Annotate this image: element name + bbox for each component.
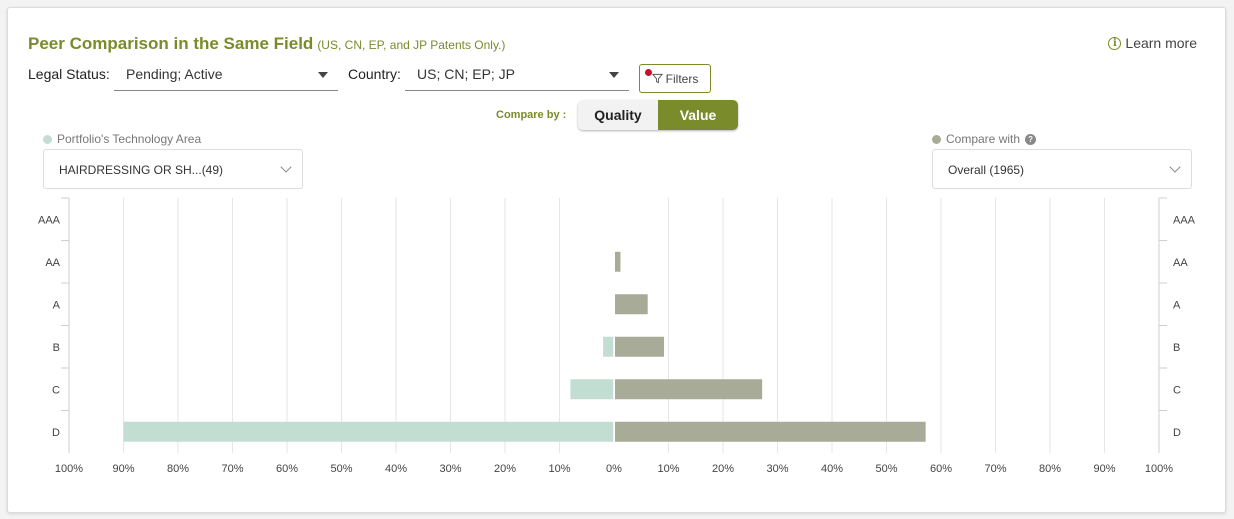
portfolio-legend-dot	[43, 134, 52, 144]
title-subtitle: (US, CN, EP, and JP Patents Only.)	[317, 38, 506, 52]
x-tick-label: 20%	[494, 463, 516, 475]
filter-icon	[651, 73, 663, 84]
bar-overall	[615, 379, 763, 400]
country-value: US; CN; EP; JP	[417, 66, 516, 82]
portfolio-legend-label: Portfolio's Technology Area	[57, 132, 202, 146]
y-tick-label-right: B	[1173, 342, 1180, 354]
compare-with-legend-dot	[932, 134, 941, 144]
x-tick-label: 0%	[606, 463, 622, 475]
diverging-bar-chart: 100% 90% 80% 70% 60% 50% 40% 30% 20% 10% 0% 10% 20% 3…	[38, 197, 1196, 475]
x-tick-label: 60%	[930, 463, 952, 475]
bar-overall	[615, 294, 648, 315]
y-tick-label-right: C	[1173, 384, 1181, 396]
country-label: Country:	[348, 66, 401, 82]
technology-area-value: HAIRDRESSING OR SH...(49)	[59, 163, 224, 177]
page-title: Peer Comparison in the Same Field (US, CN…	[28, 34, 505, 54]
active-filter-dot	[645, 69, 652, 76]
compare-with-legend: Compare with ?	[932, 132, 1037, 146]
x-tick-label: 10%	[548, 463, 570, 475]
info-icon: i	[1108, 36, 1122, 50]
help-icon[interactable]: ?	[1025, 133, 1037, 145]
compare-by-label: Compare by :	[496, 109, 567, 121]
portfolio-legend: Portfolio's Technology Area	[43, 132, 201, 146]
compare-value-option[interactable]: Value	[658, 100, 738, 130]
x-tick-label: 70%	[221, 463, 243, 475]
y-tick-label-left: AAA	[38, 214, 61, 226]
x-tick-label: 50%	[330, 463, 352, 475]
compare-with-label: Compare with	[946, 132, 1021, 146]
bar-overall	[615, 336, 665, 357]
bar-portfolio	[123, 421, 614, 442]
bar-overall	[615, 251, 621, 272]
x-tick-label: 70%	[984, 463, 1006, 475]
filters-button[interactable]: Filters	[639, 64, 711, 93]
technology-area-dropdown[interactable]: HAIRDRESSING OR SH...(49)	[43, 149, 303, 189]
bar-portfolio	[570, 379, 614, 400]
y-tick-label-right: A	[1173, 299, 1181, 311]
y-tick-label-right: AA	[1173, 257, 1188, 269]
caret-down-icon	[318, 72, 328, 78]
x-tick-label: 50%	[875, 463, 897, 475]
x-tick-label: 100%	[55, 463, 83, 475]
x-tick-label: 10%	[657, 463, 679, 475]
y-tick-label-right: D	[1173, 427, 1181, 439]
x-tick-label: 60%	[276, 463, 298, 475]
compare-toggle: Quality Value	[578, 100, 738, 130]
filters-label: Filters	[665, 71, 699, 86]
y-tick-label-left: B	[53, 342, 60, 354]
compare-with-value: Overall (1965)	[948, 163, 1025, 177]
y-tick-label-left: AA	[45, 257, 60, 269]
title-text: Peer Comparison in the Same Field	[28, 34, 314, 53]
x-tick-label: 100%	[1145, 463, 1173, 475]
bar-overall	[615, 421, 926, 442]
y-tick-label-left: D	[52, 427, 60, 439]
learn-more-link[interactable]: i Learn more	[1108, 35, 1197, 51]
y-tick-label-right: AAA	[1173, 214, 1196, 226]
x-tick-label: 80%	[167, 463, 189, 475]
x-tick-label: 20%	[712, 463, 734, 475]
x-tick-label: 40%	[821, 463, 843, 475]
x-tick-label: 90%	[1093, 463, 1115, 475]
x-tick-label: 90%	[112, 463, 134, 475]
x-tick-label: 40%	[385, 463, 407, 475]
legal-status-label: Legal Status:	[28, 66, 110, 82]
y-tick-label-left: A	[53, 299, 61, 311]
legal-status-value: Pending; Active	[126, 66, 223, 82]
y-tick-label-left: C	[52, 384, 60, 396]
x-tick-label: 30%	[766, 463, 788, 475]
bar-portfolio	[603, 336, 614, 357]
caret-down-icon	[609, 72, 619, 78]
x-tick-label: 80%	[1039, 463, 1061, 475]
peer-comparison-card: Peer Comparison in the Same Field (US, CN…	[7, 7, 1226, 513]
country-select[interactable]: US; CN; EP; JP	[405, 59, 629, 91]
learn-more-label: Learn more	[1125, 35, 1197, 51]
compare-quality-option[interactable]: Quality	[578, 100, 658, 130]
legal-status-select[interactable]: Pending; Active	[114, 59, 338, 91]
x-tick-label: 30%	[439, 463, 461, 475]
compare-with-dropdown[interactable]: Overall (1965)	[932, 149, 1192, 189]
